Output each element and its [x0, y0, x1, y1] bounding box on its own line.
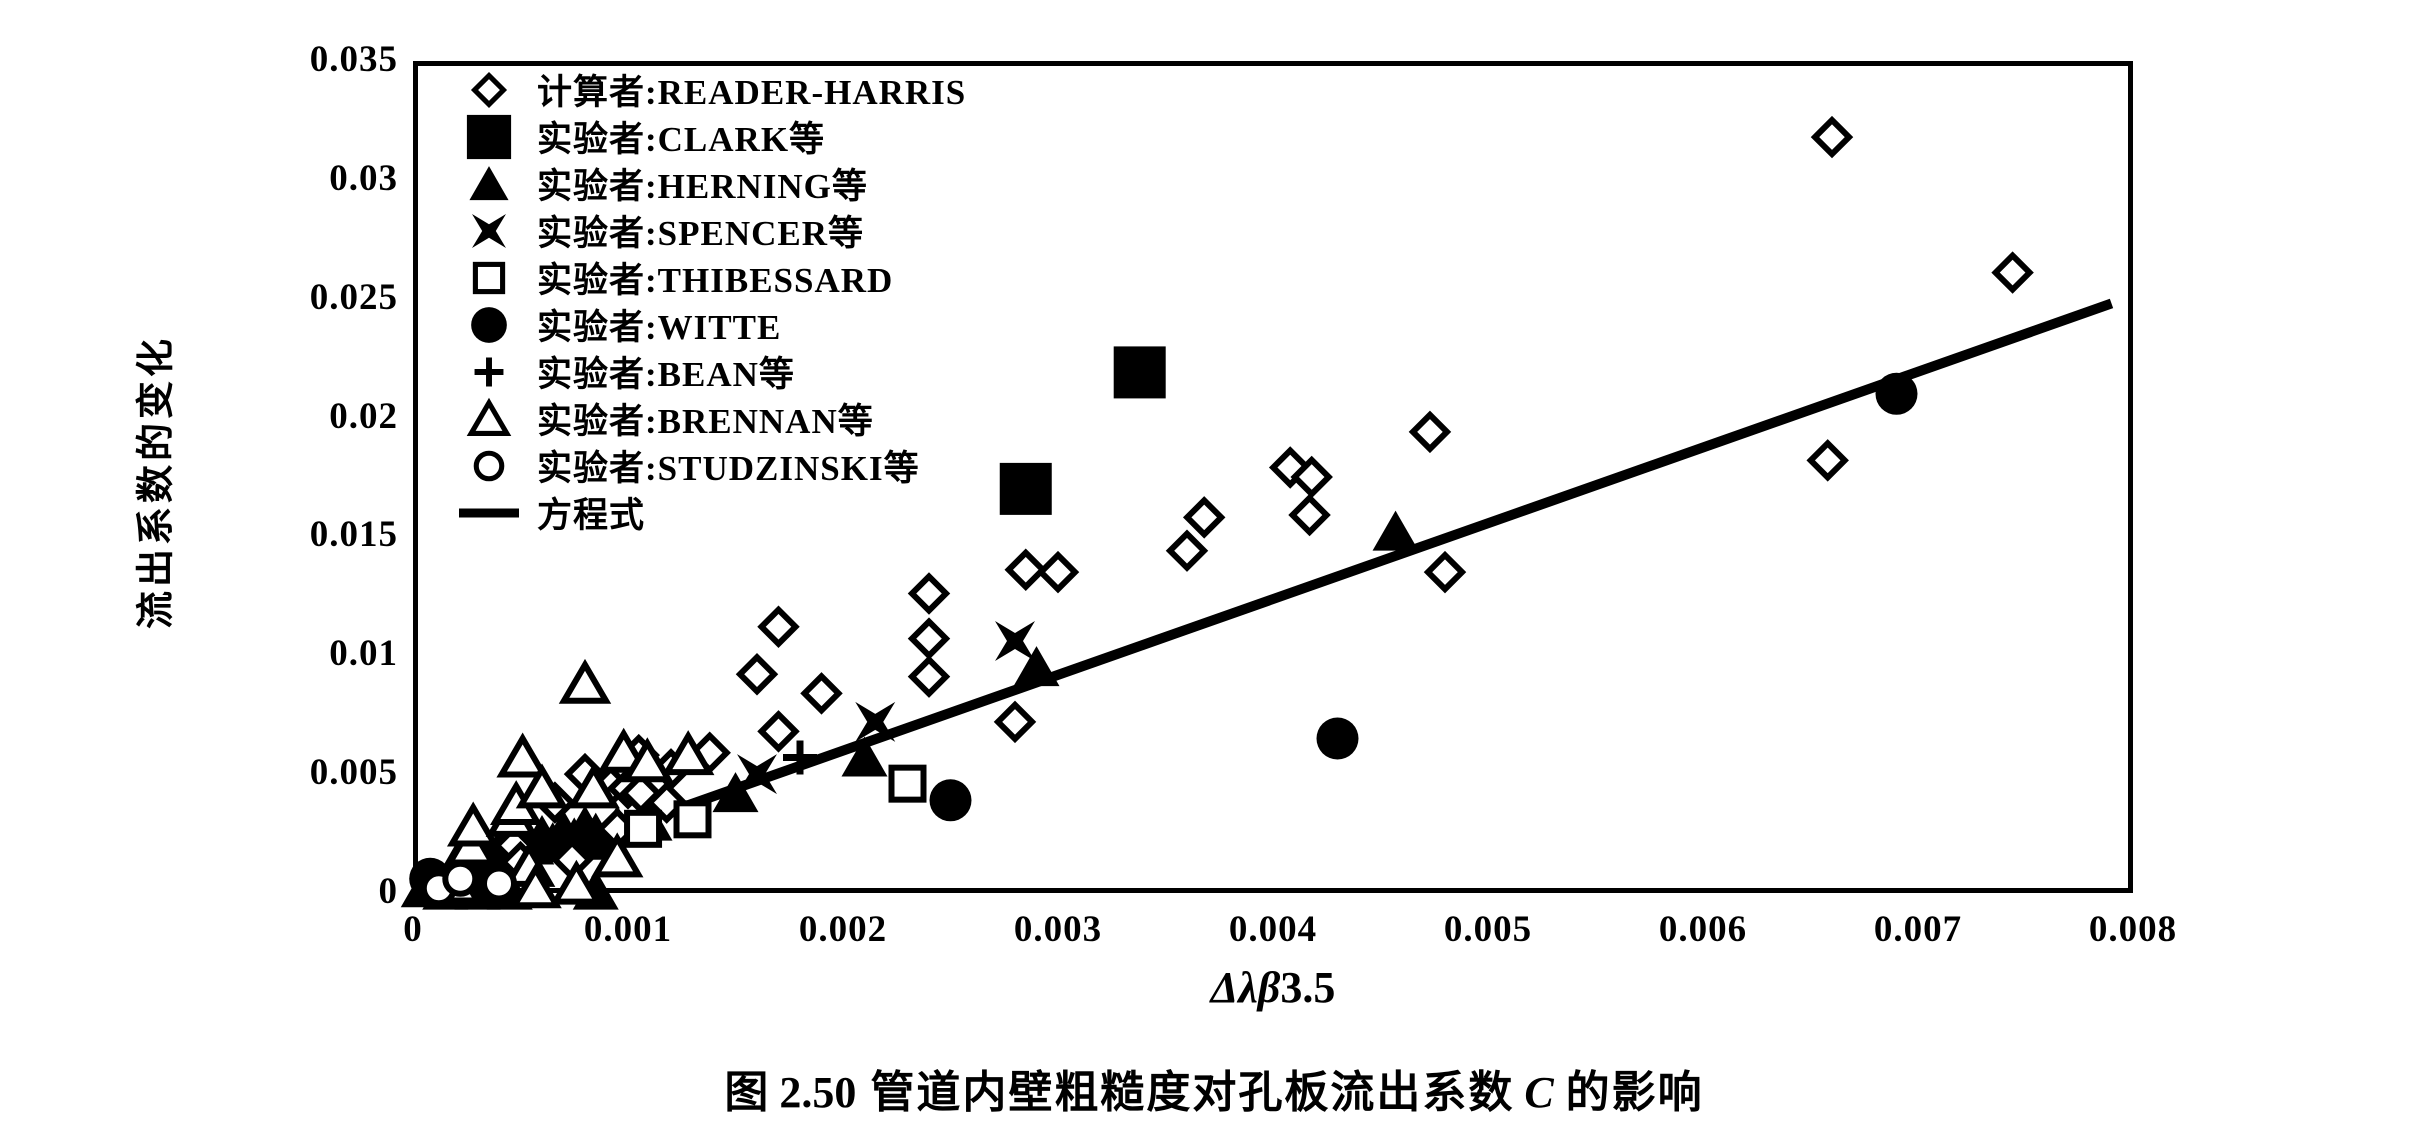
x-axis-title-exponent: 3.5 — [1280, 963, 1336, 1012]
brennan-point — [564, 665, 606, 701]
witte-legend-marker-icon — [471, 306, 507, 343]
x-tick-label: 0.002 — [798, 909, 888, 950]
data-points — [400, 120, 2114, 910]
clark-point — [999, 462, 1052, 515]
y-tick-label: 0.01 — [329, 633, 398, 675]
reader_harris-point — [912, 622, 946, 656]
legend-row-spencer: 实验者:SPENCER等 — [447, 207, 966, 254]
reader_harris-point — [1815, 120, 1849, 154]
legend-label-witte: 实验者:WITTE — [537, 308, 782, 347]
studzinski-point — [484, 868, 514, 898]
x-tick-label: 0.005 — [1443, 909, 1533, 950]
caption-text-pre: 管道内壁粗糙度对孔板流出系数 — [870, 1068, 1515, 1117]
x-axis-title-symbols: Δλβ — [1210, 963, 1281, 1012]
legend-row-witte: 实验者:WITTE — [447, 301, 966, 348]
reader_harris-point — [805, 676, 839, 710]
y-tick-label: 0 — [378, 870, 398, 912]
reader_harris-point — [1413, 415, 1447, 449]
legend: 计算者:READER-HARRIS 实验者:CLARK等 实验者:HERNING等实… — [447, 66, 966, 536]
thibessard-point — [627, 813, 659, 845]
thibessard-point — [892, 768, 924, 800]
y-axis-title: 流出系数的变化 — [135, 334, 178, 630]
reader_harris-point — [1187, 500, 1221, 534]
x-tick-label: 0.003 — [1013, 909, 1103, 950]
y-tick-label: 0.005 — [309, 751, 398, 793]
studzinski-legend-marker-icon — [447, 443, 531, 489]
equation-legend-marker-icon — [459, 508, 519, 517]
spencer-point — [995, 621, 1035, 662]
brennan-point — [452, 807, 494, 843]
reader_harris-point — [1293, 498, 1327, 532]
legend-row-brennan: 实验者:BRENNAN等 — [447, 395, 966, 442]
x-tick-label: 0.001 — [583, 909, 673, 950]
legend-label-spencer: 实验者:SPENCER等 — [537, 214, 865, 253]
legend-row-thibessard: 实验者:THIBESSARD — [447, 254, 966, 301]
y-tick-label: 0.02 — [329, 395, 398, 437]
thibessard-legend-marker-icon — [447, 255, 531, 301]
bean-legend-marker-icon — [447, 349, 531, 395]
x-axis-title: Δλβ3.5 — [1211, 962, 1336, 1013]
clark-point — [1113, 346, 1166, 399]
thibessard-point — [677, 803, 709, 835]
legend-label-studzinski: 实验者:STUDZINSKI等 — [537, 449, 920, 488]
studzinski-point — [445, 864, 475, 894]
reader_harris-point — [1041, 555, 1075, 589]
reader_harris-point — [1009, 553, 1043, 587]
herning-legend-marker-icon — [469, 165, 509, 200]
legend-row-herning: 实验者:HERNING等 — [447, 160, 966, 207]
reader_harris-point — [1170, 534, 1204, 568]
legend-row-equation: 方程式 — [447, 489, 966, 536]
legend-row-bean: 实验者:BEAN等 — [447, 348, 966, 395]
legend-row-studzinski: 实验者:STUDZINSKI等 — [447, 442, 966, 489]
witte-point — [929, 779, 972, 822]
reader_harris-point — [1996, 256, 2030, 290]
x-tick-label: 0.008 — [2088, 909, 2178, 950]
reader_harris-point — [762, 714, 796, 748]
x-tick-label: 0.007 — [1873, 909, 1963, 950]
legend-label-brennan: 实验者:BRENNAN等 — [537, 402, 874, 441]
legend-label-clark: 实验者:CLARK等 — [537, 120, 826, 159]
x-tick-label: 0 — [403, 909, 423, 950]
y-tick-label: 0.035 — [309, 38, 398, 80]
witte-point — [1316, 717, 1359, 760]
equation-line — [626, 298, 2114, 832]
brennan-point — [502, 739, 544, 775]
reader_harris-point — [912, 660, 946, 694]
y-tick-label: 0.015 — [309, 514, 398, 556]
legend-label-reader_harris: 计算者:READER-HARRIS — [537, 73, 967, 112]
reader_harris-point — [998, 705, 1032, 739]
x-tick-label: 0.004 — [1228, 909, 1318, 950]
spencer-legend-marker-icon — [472, 213, 506, 248]
legend-row-reader_harris: 计算者:READER-HARRIS — [447, 66, 966, 113]
reader_harris-point — [1428, 555, 1462, 589]
reader_harris-point — [1811, 443, 1845, 477]
x-tick-label: 0.006 — [1658, 909, 1748, 950]
legend-label-bean: 实验者:BEAN等 — [537, 355, 795, 394]
clark-legend-marker-icon — [466, 114, 512, 159]
plot-border — [413, 61, 2133, 893]
legend-label-herning: 实验者:HERNING等 — [537, 167, 868, 206]
reader_harris-point — [762, 610, 796, 644]
reader_harris-point — [740, 657, 774, 691]
figure-caption: 图 2.50 管道内壁粗糙度对孔板流出系数 C 的影响 — [724, 1056, 1703, 1120]
figure-number: 图 2.50 — [724, 1068, 857, 1117]
reader_harris-point — [912, 576, 946, 610]
reader_harris-legend-marker-icon — [447, 67, 531, 113]
legend-row-clark: 实验者:CLARK等 — [447, 113, 966, 160]
brennan-legend-marker-icon — [447, 396, 531, 442]
caption-text-post: 的影响 — [1565, 1068, 1704, 1117]
herning-point — [1372, 510, 1419, 551]
y-tick-label: 0.03 — [329, 157, 398, 199]
legend-label-thibessard: 实验者:THIBESSARD — [537, 261, 894, 300]
y-tick-label: 0.025 — [309, 276, 398, 318]
legend-label-equation: 方程式 — [537, 496, 646, 535]
caption-variable: C — [1524, 1068, 1556, 1117]
